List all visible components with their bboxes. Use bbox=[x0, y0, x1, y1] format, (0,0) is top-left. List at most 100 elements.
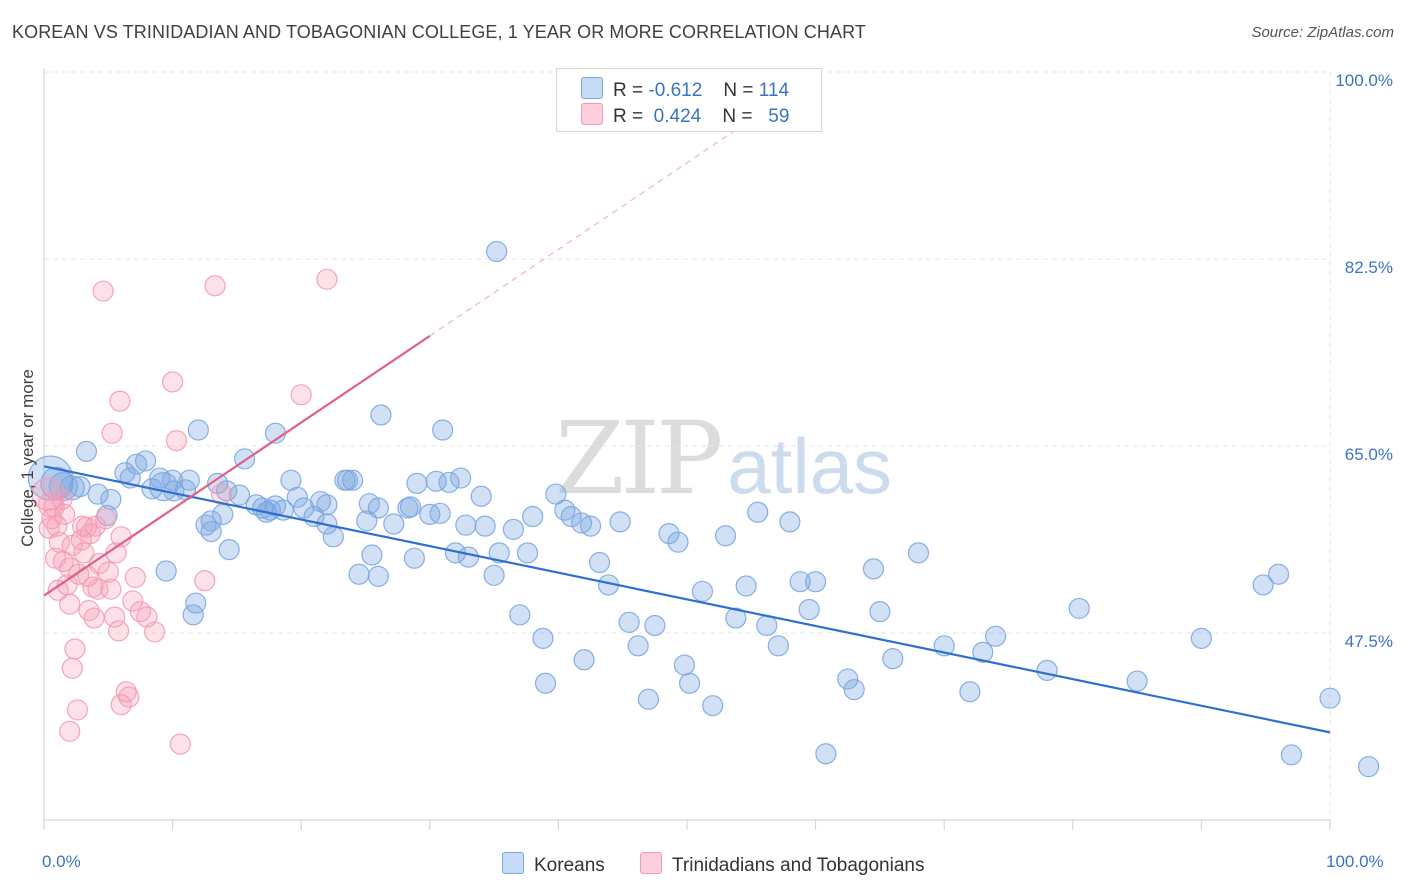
trini-point-44 bbox=[204, 275, 226, 297]
korean-point-55 bbox=[367, 565, 389, 587]
korean-point-115 bbox=[862, 558, 885, 580]
korean-point-89 bbox=[588, 551, 611, 574]
korean-point-106 bbox=[756, 614, 778, 637]
korean-point-41 bbox=[286, 486, 308, 508]
korean-point-123 bbox=[1036, 659, 1058, 682]
korean-point-122 bbox=[985, 625, 1007, 647]
korean-point-79 bbox=[516, 542, 539, 564]
legend-n-value-koreans: 114 bbox=[758, 80, 790, 101]
korean-point-129 bbox=[1280, 744, 1303, 766]
korean-point-80 bbox=[522, 505, 544, 528]
korean-point-83 bbox=[545, 483, 567, 505]
korean-point-62 bbox=[406, 472, 428, 494]
trini-point-52 bbox=[38, 517, 60, 539]
trini-point-20 bbox=[83, 607, 105, 629]
korean-point-110 bbox=[798, 598, 820, 621]
korean-point-114 bbox=[843, 679, 865, 701]
y-axis-label: College, 1 year or more bbox=[18, 369, 37, 547]
trini-point-36 bbox=[122, 590, 144, 612]
trini-point-50 bbox=[79, 523, 101, 545]
trini-point-55 bbox=[75, 516, 98, 538]
y-tick-label-0: 47.5% bbox=[1344, 632, 1393, 651]
korean-point-116 bbox=[869, 601, 891, 623]
korean-point-118 bbox=[907, 542, 930, 564]
korean-point-108 bbox=[779, 511, 801, 533]
trini-point-46 bbox=[290, 384, 312, 406]
legend-n-label: N = bbox=[722, 106, 753, 127]
trini-point-56 bbox=[44, 547, 67, 569]
korean-point-12 bbox=[134, 450, 157, 472]
korean-point-103 bbox=[725, 607, 747, 629]
chart-source: Source: ZipAtlas.com bbox=[1251, 24, 1394, 41]
bottom-legend-koreans: Koreans bbox=[502, 852, 605, 877]
bottom-legend-swatch-trinidadians bbox=[640, 852, 662, 874]
korean-point-76 bbox=[486, 240, 508, 263]
trini-point-24 bbox=[97, 561, 119, 583]
korean-point-70 bbox=[457, 546, 479, 568]
trini-point-10 bbox=[59, 593, 81, 615]
korean-point-21 bbox=[187, 419, 209, 441]
trini-point-29 bbox=[92, 280, 114, 302]
trini-point-31 bbox=[109, 390, 131, 412]
korean-point-84 bbox=[554, 499, 576, 521]
x-tick-label-max: 100.0% bbox=[1326, 852, 1384, 871]
korean-point-124 bbox=[1068, 597, 1090, 620]
korean-point-100 bbox=[691, 580, 714, 602]
korean-point-31 bbox=[228, 484, 251, 506]
trini-point-11 bbox=[64, 638, 86, 660]
korean-point-6 bbox=[87, 483, 109, 505]
korean-point-4 bbox=[69, 476, 91, 498]
korean-point-47 bbox=[316, 494, 338, 516]
korean-point-57 bbox=[367, 497, 389, 519]
legend-n-value-trinidadians: 59 bbox=[768, 106, 790, 127]
korean-trend-line bbox=[43, 465, 1331, 734]
korean-point-96 bbox=[658, 523, 680, 545]
korean-point-65 bbox=[429, 502, 451, 524]
bottom-legend-swatch-koreans bbox=[502, 852, 524, 874]
korean-point-128 bbox=[1267, 563, 1290, 585]
korean-point-60 bbox=[397, 497, 419, 519]
korean-point-30 bbox=[218, 539, 240, 561]
korean-point-72 bbox=[470, 485, 492, 507]
trini-point-39 bbox=[143, 621, 166, 643]
korean-point-102 bbox=[714, 525, 737, 547]
legend-r-label: R = bbox=[613, 80, 644, 101]
trini-point-22 bbox=[88, 552, 110, 575]
korean-point-61 bbox=[403, 547, 425, 569]
legend: R = -0.612 N = 114 R = 0.424 N = 59 bbox=[556, 68, 822, 132]
korean-point-130 bbox=[1319, 687, 1341, 709]
watermark-atlas: atlas bbox=[727, 422, 893, 510]
korean-point-126 bbox=[1190, 627, 1213, 649]
korean-point-71 bbox=[455, 514, 477, 536]
bottom-legend-trinidadians: Trinidadians and Tobagonians bbox=[640, 852, 924, 877]
legend-row-trinidadians: R = 0.424 N = 59 bbox=[581, 103, 789, 129]
korean-point-52 bbox=[348, 563, 370, 585]
korean-point-95 bbox=[644, 614, 666, 637]
trini-point-47 bbox=[316, 268, 338, 290]
trini-point-51 bbox=[47, 579, 69, 601]
korean-point-49 bbox=[336, 469, 359, 491]
y-tick-label-3: 100.0% bbox=[1335, 71, 1393, 90]
korean-point-66 bbox=[438, 471, 460, 493]
korean-point-74 bbox=[488, 542, 510, 564]
trini-point-33 bbox=[118, 686, 140, 708]
trini-point-57 bbox=[51, 488, 73, 511]
korean-point-127 bbox=[1252, 574, 1274, 596]
korean-point-101 bbox=[702, 695, 724, 717]
korean-point-121 bbox=[972, 641, 994, 663]
korean-point-105 bbox=[747, 501, 769, 523]
korean-point-131 bbox=[1357, 755, 1380, 778]
y-tick-label-2: 82.5% bbox=[1344, 258, 1393, 277]
legend-r-label: R = bbox=[613, 106, 644, 127]
korean-point-51 bbox=[361, 544, 383, 566]
legend-r-value-koreans: -0.612 bbox=[648, 80, 703, 101]
korean-point-93 bbox=[627, 635, 649, 657]
trini-point-0 bbox=[31, 477, 65, 511]
trini-point-25 bbox=[100, 578, 122, 600]
chart-title: KOREAN VS TRINIDADIAN AND TOBAGONIAN COL… bbox=[12, 22, 866, 42]
trini-point-32 bbox=[115, 681, 137, 703]
legend-row-koreans: R = -0.612 N = 114 bbox=[581, 77, 789, 103]
korean-point-58 bbox=[383, 513, 405, 535]
korean-point-88 bbox=[579, 515, 602, 537]
